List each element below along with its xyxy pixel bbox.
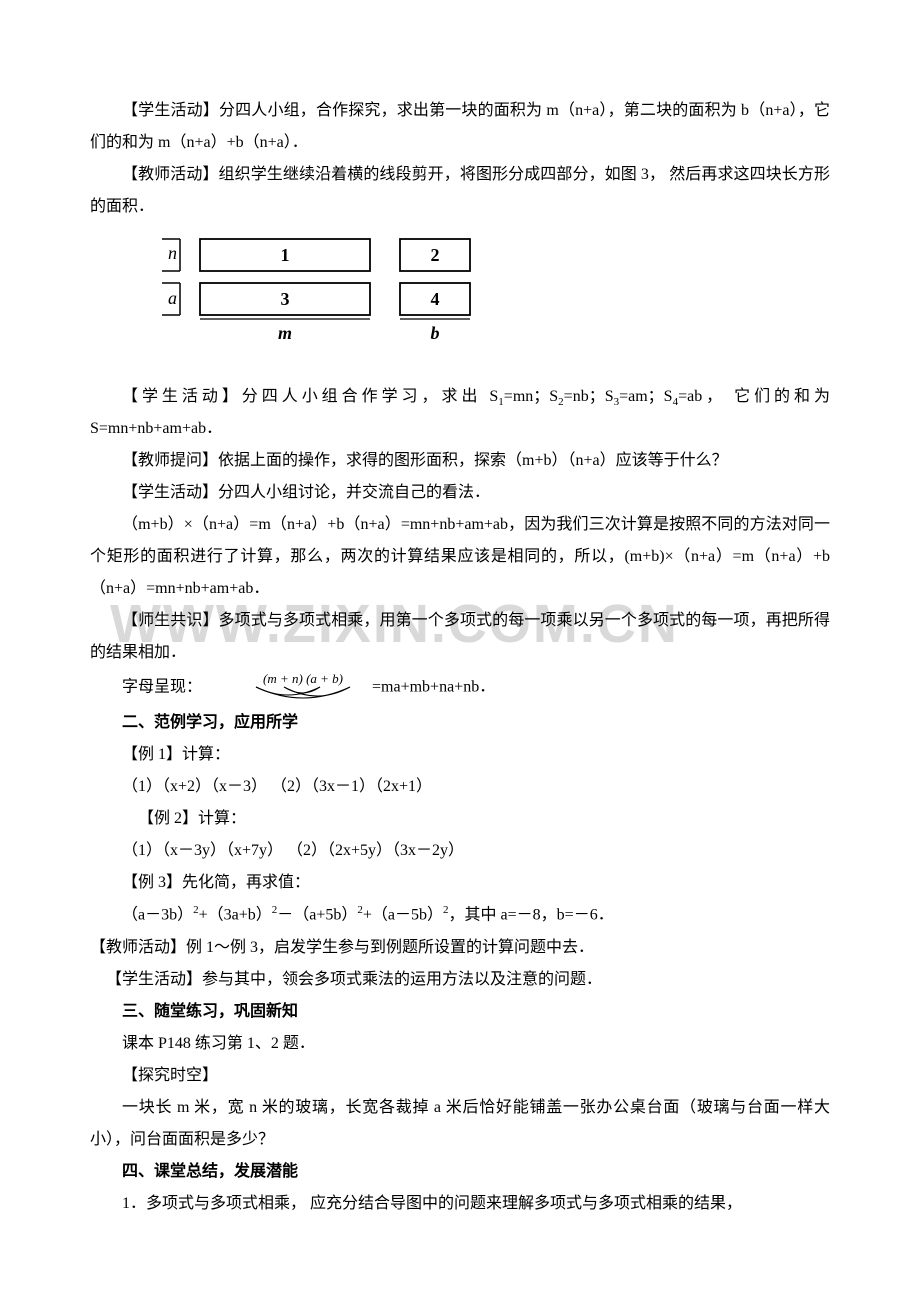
diag-box-1: 1 — [281, 245, 290, 265]
paragraph-6: （m+b）×（n+a）=m（n+a）+b（n+a）=mn+nb+am+ab，因为… — [90, 509, 830, 605]
paragraph-8: 字母呈现： (m + n) (a + b) =ma+mb+na+nb． — [90, 669, 830, 707]
paragraph-12: 【探究时空】 — [90, 1060, 830, 1092]
diag-box-2: 2 — [431, 245, 440, 265]
heading-3: 三、随堂练习，巩固新知 — [90, 996, 830, 1028]
document-content: 【学生活动】分四人小组，合作探究，求出第一块的面积为 m（n+a），第二块的面积… — [90, 95, 830, 1220]
diag-box-3: 3 — [281, 289, 290, 309]
paragraph-7: 【师生共识】多项式与多项式相乘，用第一个多项式的每一项乘以另一个多项式的每一项，… — [90, 605, 830, 669]
diag-box-4: 4 — [431, 289, 440, 309]
diag-label-m: m — [278, 323, 292, 343]
formula-arcs: (m + n) (a + b) — [206, 669, 368, 707]
rectangle-diagram: n a 1 2 3 4 — [150, 231, 490, 373]
heading-2: 二、范例学习，应用所学 — [90, 707, 830, 739]
paragraph-13: 一块长 m 米，宽 n 米的玻璃，长宽各裁掉 a 米后恰好能铺盖一张办公桌台面（… — [90, 1092, 830, 1156]
diag-label-a: a — [168, 288, 177, 308]
paragraph-9: 【教师活动】例 1～例 3，启发学生参与到例题所设置的计算问题中去． — [90, 932, 830, 964]
diag-label-n: n — [168, 243, 177, 263]
example-3-heading: 【例 3】先化简，再求值： — [90, 867, 830, 899]
diag-label-b: b — [431, 323, 440, 343]
example-3-expr: （a－3b）2+（3a+b）2－（a+5b）2+（a－5b）2，其中 a=－8，… — [90, 899, 830, 931]
example-2-items: （1）（x－3y）（x+7y） （2）（2x+5y）（3x－2y） — [90, 835, 830, 867]
paragraph-3: 【学生活动】分四人小组合作学习，求出 S1=mn；S2=nb；S3=am；S4=… — [90, 381, 830, 445]
paragraph-5: 【学生活动】分四人小组讨论，并交流自己的看法． — [90, 477, 830, 509]
example-1-heading: 【例 1】计算： — [90, 739, 830, 771]
paragraph-11: 课本 P148 练习第 1、2 题． — [90, 1028, 830, 1060]
paragraph-1: 【学生活动】分四人小组，合作探究，求出第一块的面积为 m（n+a），第二块的面积… — [90, 95, 830, 159]
paragraph-2: 【教师活动】组织学生继续沿着横的线段剪开，将图形分成四部分，如图 3， 然后再求… — [90, 159, 830, 223]
paragraph-10: 【学生活动】参与其中，领会多项式乘法的运用方法以及注意的问题． — [90, 964, 830, 996]
example-1-items: （1）（x+2）（x－3） （2）（3x－1）（2x+1） — [90, 771, 830, 803]
paragraph-4: 【教师提问】依据上面的操作，求得的图形面积，探索（m+b）（n+a）应该等于什么… — [90, 445, 830, 477]
paragraph-14: 1．多项式与多项式相乘， 应充分结合导图中的问题来理解多项式与多项式相乘的结果， — [90, 1188, 830, 1220]
heading-4: 四、课堂总结，发展潜能 — [90, 1156, 830, 1188]
svg-text:(m + n) (a + b): (m + n) (a + b) — [263, 671, 343, 686]
example-2-heading: 【例 2】计算： — [90, 803, 830, 835]
